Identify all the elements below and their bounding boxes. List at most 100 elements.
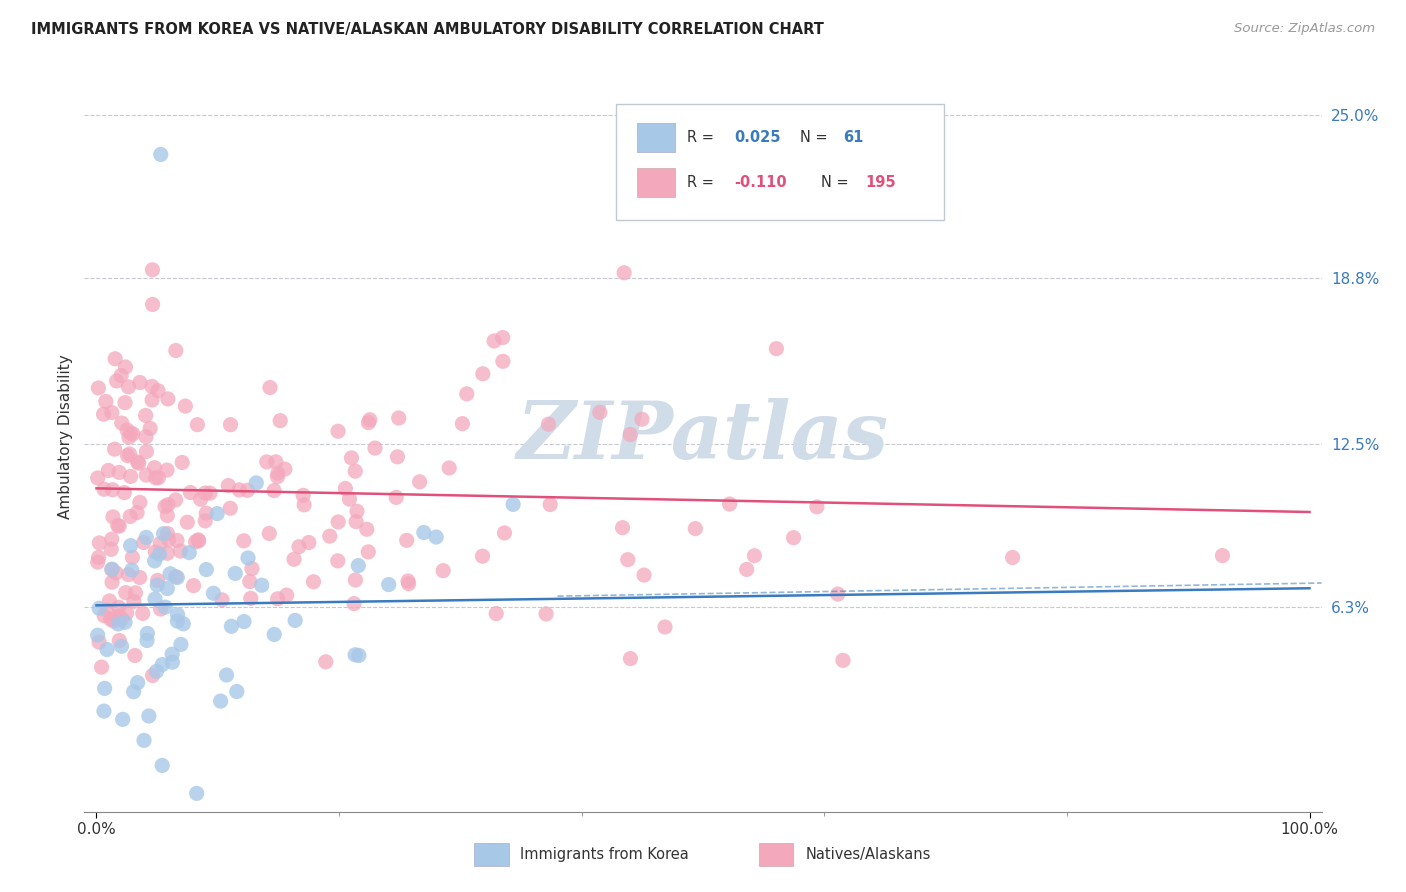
Text: ZIPatlas: ZIPatlas	[517, 399, 889, 475]
Point	[97, 463, 120, 477]
Point	[194, 514, 217, 528]
Point	[135, 530, 157, 544]
Bar	[759, 843, 793, 865]
Point	[111, 416, 134, 430]
Point	[122, 594, 145, 608]
Point	[142, 668, 165, 682]
Point	[471, 367, 494, 381]
Point	[132, 607, 155, 621]
FancyBboxPatch shape	[616, 103, 945, 219]
Point	[187, 533, 209, 548]
Point	[356, 522, 378, 536]
Point	[156, 546, 179, 560]
Point	[326, 424, 349, 438]
Point	[340, 450, 363, 465]
Point	[148, 547, 170, 561]
Point	[115, 423, 138, 437]
Point	[233, 615, 256, 629]
Point	[100, 542, 122, 557]
Point	[127, 455, 149, 469]
Point	[114, 359, 136, 374]
Point	[239, 574, 262, 589]
Point	[111, 712, 134, 726]
Point	[165, 569, 187, 583]
Text: 0.025: 0.025	[734, 130, 780, 145]
Point	[87, 550, 110, 565]
Point	[172, 616, 194, 631]
Point	[269, 414, 291, 428]
Y-axis label: Ambulatory Disability: Ambulatory Disability	[58, 355, 73, 519]
Point	[492, 330, 515, 344]
Point	[274, 462, 297, 476]
Point	[612, 521, 634, 535]
Text: 61: 61	[842, 130, 863, 145]
Point	[205, 507, 228, 521]
Point	[101, 509, 124, 524]
Point	[631, 412, 654, 426]
Point	[198, 486, 221, 500]
Point	[135, 430, 157, 444]
Point	[86, 555, 108, 569]
Point	[148, 471, 170, 485]
Point	[186, 417, 208, 432]
Point	[827, 587, 849, 601]
Point	[283, 552, 305, 566]
Point	[107, 518, 129, 533]
Point	[195, 506, 218, 520]
Point	[156, 526, 179, 541]
Point	[128, 456, 150, 470]
Point	[89, 536, 111, 550]
Point	[120, 539, 142, 553]
Point	[263, 627, 285, 641]
Point	[292, 498, 315, 512]
Point	[451, 417, 474, 431]
Point	[156, 508, 179, 523]
Point	[359, 413, 381, 427]
Point	[170, 637, 193, 651]
Point	[118, 430, 141, 444]
Bar	[474, 843, 509, 865]
Point	[145, 545, 167, 559]
Point	[105, 566, 128, 580]
Point	[124, 586, 146, 600]
Point	[832, 653, 855, 667]
Point	[132, 535, 155, 549]
Point	[456, 387, 478, 401]
Point	[120, 469, 142, 483]
Point	[103, 614, 125, 628]
Point	[96, 603, 118, 617]
Point	[263, 483, 285, 498]
Point	[267, 591, 290, 606]
Point	[315, 655, 337, 669]
Point	[172, 455, 194, 469]
Point	[357, 545, 380, 559]
Point	[165, 492, 187, 507]
Point	[93, 681, 115, 696]
Point	[156, 582, 179, 596]
Point	[735, 562, 758, 576]
Point	[266, 469, 288, 483]
Text: Natives/Alaskans: Natives/Alaskans	[806, 847, 931, 862]
Point	[806, 500, 828, 514]
Point	[1211, 549, 1233, 563]
Point	[110, 639, 132, 653]
Point	[765, 342, 787, 356]
Point	[538, 498, 561, 512]
Point	[485, 607, 508, 621]
Point	[117, 567, 139, 582]
Point	[101, 483, 124, 497]
Point	[179, 485, 201, 500]
Point	[617, 552, 640, 566]
Point	[219, 417, 242, 432]
Point	[502, 497, 524, 511]
Point	[142, 297, 165, 311]
Point	[157, 498, 180, 512]
Point	[157, 533, 180, 547]
Point	[482, 334, 505, 348]
Point	[128, 495, 150, 509]
Point	[782, 531, 804, 545]
Point	[225, 684, 247, 698]
Point	[685, 522, 707, 536]
Point	[240, 561, 263, 575]
Point	[89, 601, 111, 615]
